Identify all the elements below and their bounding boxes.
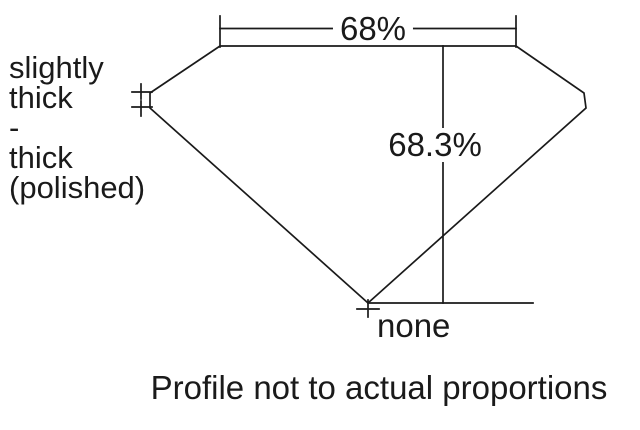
culet-cross-marker <box>356 299 380 318</box>
girdle-label-line-5: (polished) <box>9 170 146 205</box>
girdle-tick-marks <box>131 83 153 117</box>
girdle-label-line-2: thick <box>9 80 73 115</box>
diamond-outline <box>149 45 587 305</box>
caption: Profile not to actual proportions <box>150 369 608 406</box>
girdle-label-line-4: thick <box>9 140 73 175</box>
table-width-label: 68% <box>332 12 414 45</box>
girdle-label-line-3: - <box>9 110 20 145</box>
girdle-label: slightly thick - thick (polished) <box>9 50 146 205</box>
girdle-label-line-1: slightly <box>9 50 104 85</box>
depth-label: 68.3% <box>383 128 487 162</box>
culet-label: none <box>377 307 451 344</box>
